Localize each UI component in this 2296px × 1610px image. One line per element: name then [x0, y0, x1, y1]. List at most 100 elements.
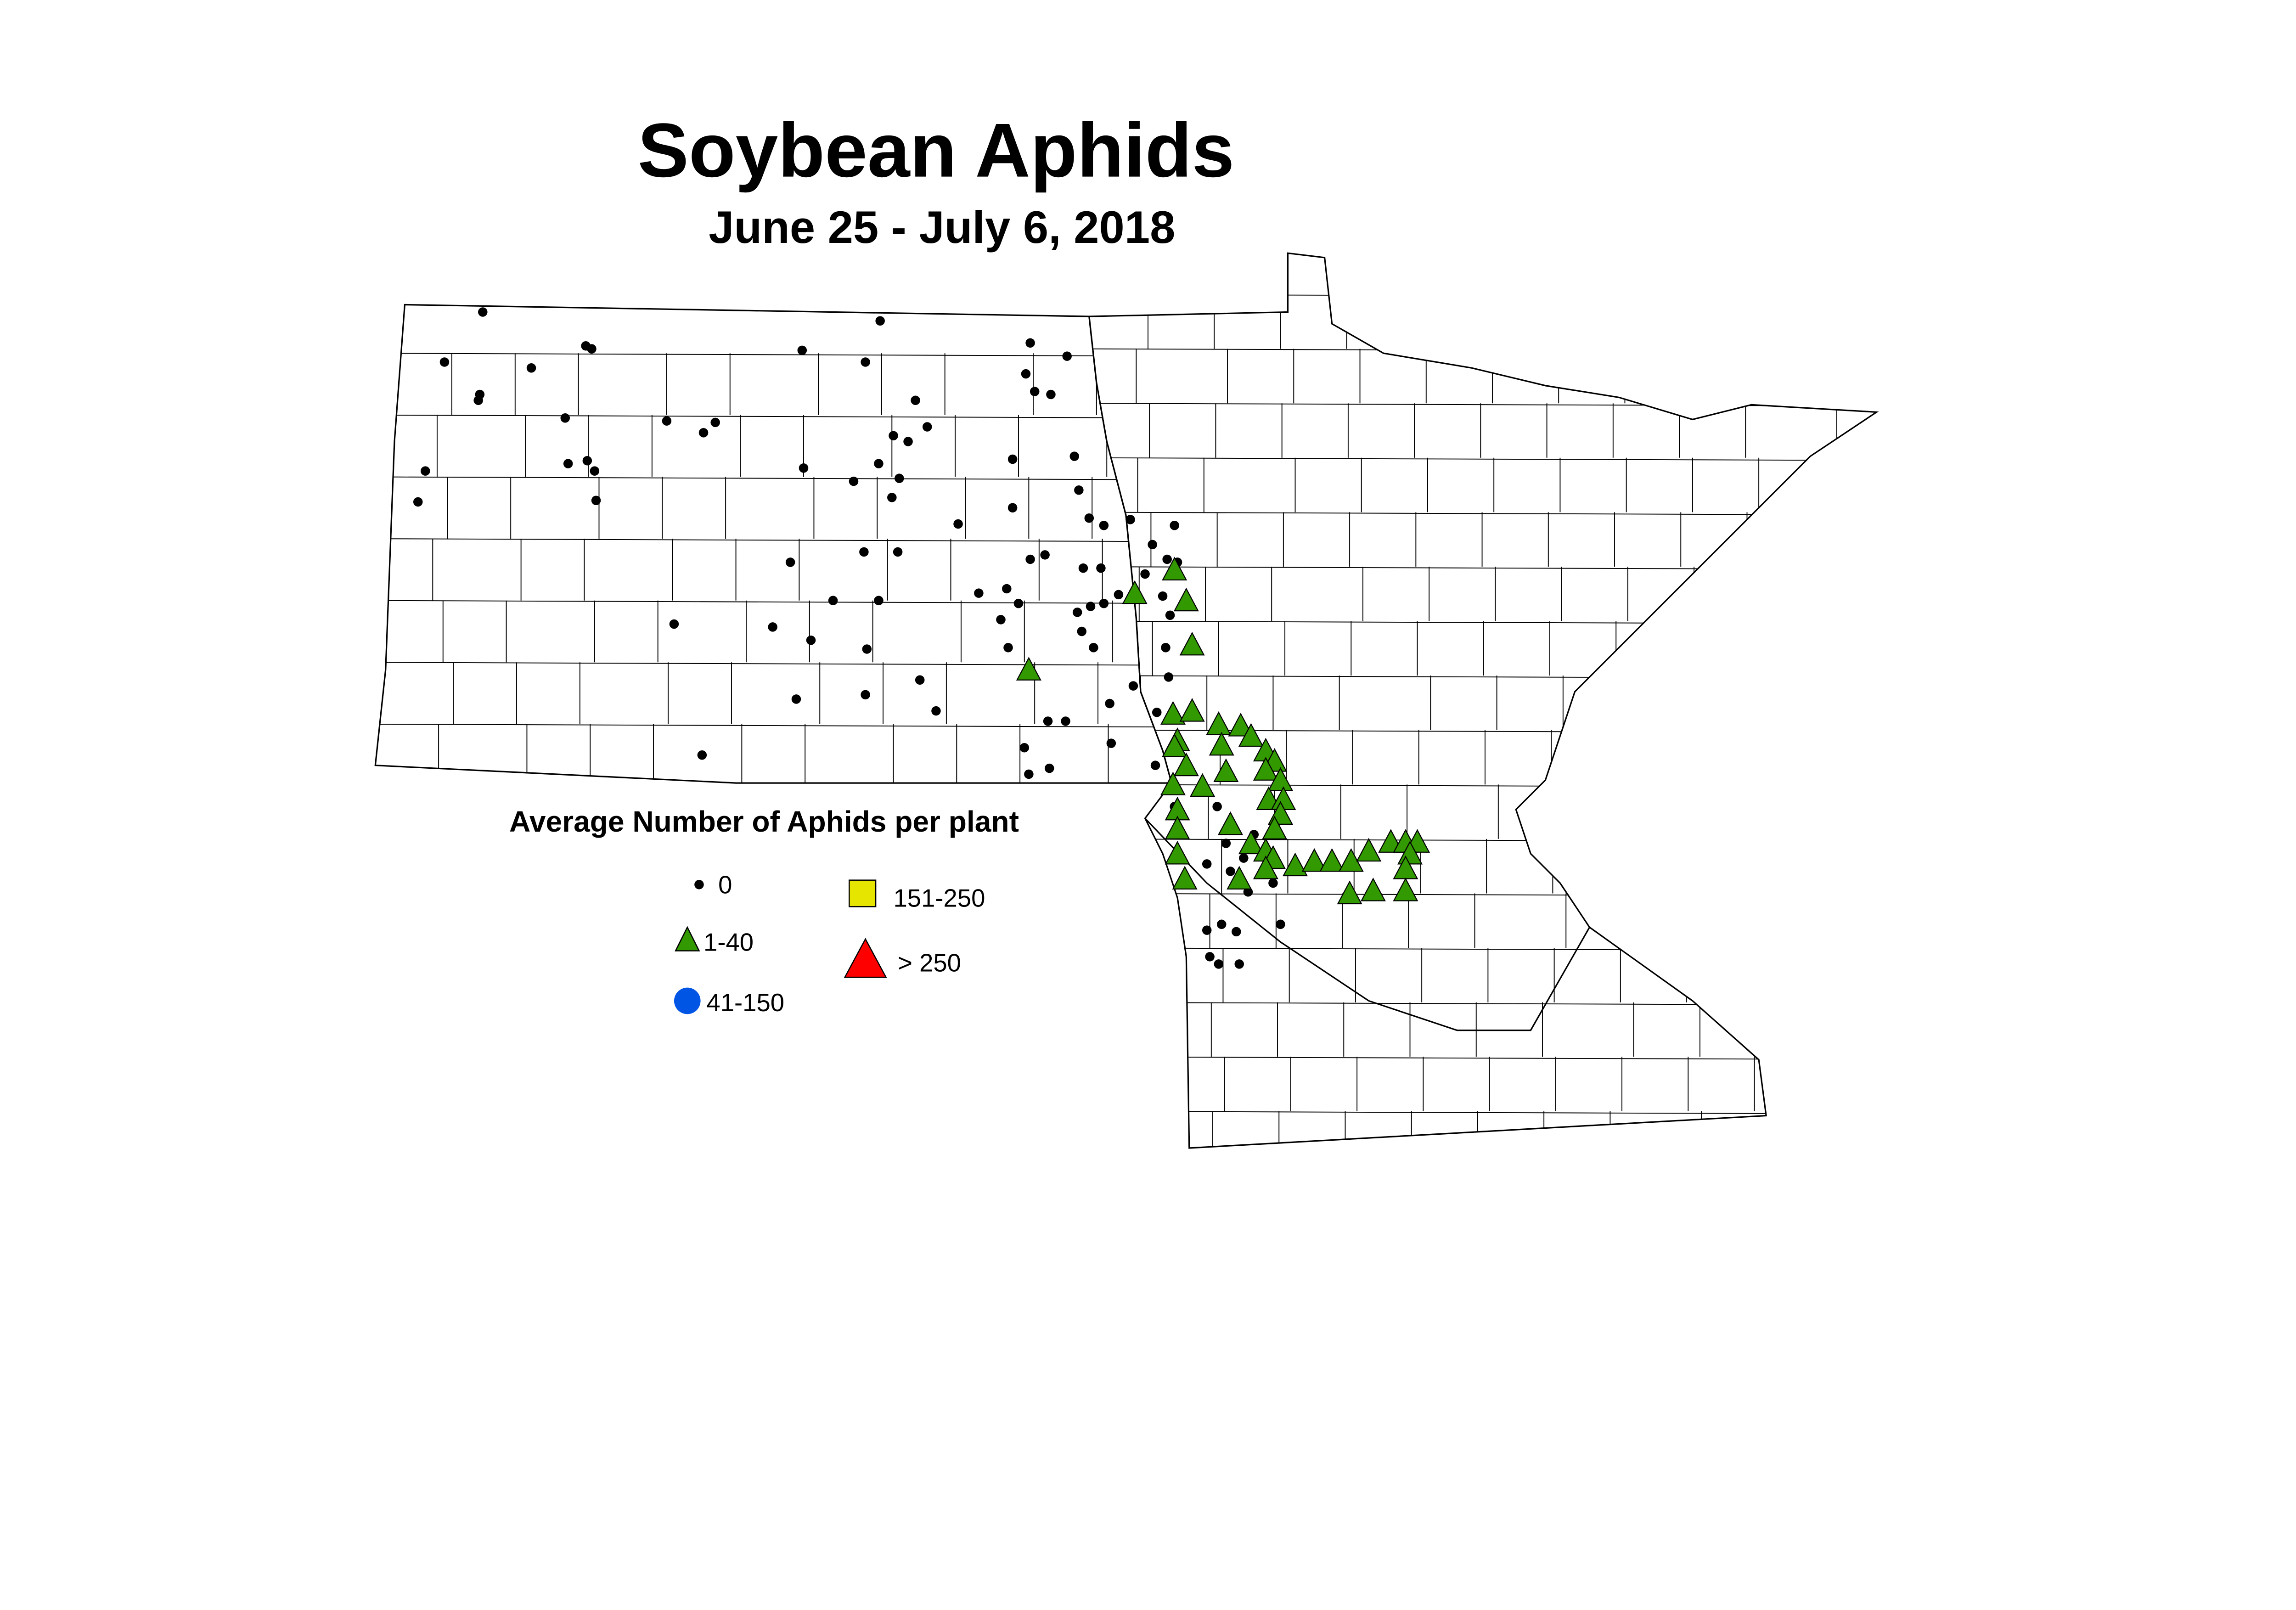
site-marker-0	[874, 459, 884, 468]
map-figure: Soybean Aphids June 25 - July 6, 2018 Av…	[374, 108, 1879, 1149]
site-marker-0	[560, 413, 570, 423]
legend-symbol-0	[694, 880, 704, 889]
site-marker-0	[413, 497, 423, 507]
site-marker-0	[1234, 959, 1244, 969]
site-marker-1-40	[1253, 757, 1278, 781]
site-marker-0	[1086, 602, 1096, 611]
site-marker-0	[861, 357, 870, 367]
site-marker-0	[1212, 802, 1222, 811]
site-marker-0	[1226, 867, 1235, 876]
county-line	[1089, 1002, 1877, 1006]
site-marker-0	[478, 307, 488, 317]
site-marker-0	[1025, 554, 1035, 564]
map-subtitle: June 25 - July 6, 2018	[709, 202, 1175, 253]
site-marker-0	[859, 547, 869, 557]
site-marker-1-40	[1173, 587, 1199, 612]
site-marker-0	[1045, 763, 1054, 773]
site-marker-0	[1007, 454, 1018, 464]
site-marker-0	[862, 644, 872, 654]
site-marker-1-40	[1173, 752, 1199, 777]
site-marker-1-40	[1227, 866, 1252, 890]
site-marker-1-40	[1238, 830, 1264, 855]
county-line	[1089, 947, 1877, 951]
legend-symbol-1-40	[675, 926, 700, 951]
site-marker-0	[1025, 338, 1035, 348]
site-marker-0	[591, 495, 601, 505]
site-marker-0	[1114, 590, 1124, 600]
legend-symbol-over-250	[844, 938, 887, 978]
site-marker-0	[1002, 584, 1012, 594]
legend-symbol-151-250	[849, 879, 877, 907]
site-marker-1-40	[1253, 855, 1278, 879]
site-marker-0	[1164, 672, 1174, 682]
site-marker-0	[874, 596, 884, 605]
state-outline-west	[374, 304, 1173, 784]
site-marker-0	[893, 547, 903, 557]
site-marker-0	[710, 417, 720, 428]
county-line	[1089, 838, 1877, 843]
site-marker-0	[1040, 550, 1050, 560]
site-marker-0	[1007, 503, 1018, 513]
site-marker-0	[1003, 642, 1013, 653]
site-marker-0	[1158, 591, 1168, 601]
site-marker-0	[1205, 952, 1215, 962]
site-marker-1-40	[1160, 701, 1186, 725]
county-line	[1089, 729, 1877, 734]
site-marker-0	[1074, 485, 1084, 495]
county-line	[1089, 294, 1877, 298]
site-marker-1-40	[1337, 880, 1362, 905]
site-marker-0	[1089, 642, 1098, 653]
legend-label-41-150: 41-150	[706, 989, 784, 1017]
site-marker-0	[1170, 520, 1179, 530]
site-marker-1-40	[1360, 878, 1386, 901]
site-marker-0	[861, 690, 870, 700]
site-marker-0	[439, 357, 450, 367]
site-marker-0	[473, 395, 483, 405]
site-marker-0	[1221, 839, 1231, 848]
site-marker-0	[421, 466, 430, 476]
site-marker-1-40	[1160, 771, 1186, 795]
site-marker-0	[1276, 919, 1285, 929]
site-marker-0	[903, 437, 913, 446]
site-marker-1-40	[1301, 848, 1327, 872]
site-marker-0	[1013, 598, 1024, 608]
site-marker-0	[1140, 569, 1150, 579]
site-marker-0	[1162, 554, 1172, 564]
site-marker-0	[1161, 642, 1171, 653]
site-marker-0	[1105, 698, 1114, 709]
site-marker-0	[1043, 716, 1053, 726]
site-marker-0	[1021, 369, 1031, 379]
site-marker-0	[587, 344, 597, 354]
site-marker-0	[1243, 887, 1253, 897]
site-marker-0	[526, 363, 536, 373]
site-marker-0	[931, 706, 941, 716]
site-marker-1-40	[1217, 811, 1243, 835]
site-marker-0	[669, 619, 679, 629]
site-marker-0	[1125, 515, 1135, 524]
site-marker-0	[662, 416, 672, 426]
site-marker-1-40	[1213, 758, 1239, 782]
site-marker-0	[698, 428, 709, 438]
site-marker-0	[697, 750, 707, 760]
county-line	[1089, 566, 1877, 570]
site-marker-0	[911, 395, 920, 405]
county-line	[375, 600, 1172, 604]
site-marker-0	[1084, 513, 1094, 523]
site-marker-0	[768, 622, 777, 632]
site-marker-0	[1069, 451, 1080, 461]
site-marker-1-40	[1228, 713, 1254, 737]
county-line	[1089, 1056, 1877, 1060]
site-marker-0	[1061, 716, 1070, 726]
site-marker-0	[1106, 738, 1116, 748]
site-marker-1-40	[1016, 657, 1041, 681]
site-marker-0	[799, 463, 809, 473]
site-marker-0	[1128, 681, 1138, 691]
site-marker-0	[1216, 919, 1227, 929]
site-marker-0	[1150, 760, 1160, 770]
site-marker-0	[1072, 608, 1082, 617]
site-marker-0	[953, 519, 963, 529]
site-marker-0	[1077, 626, 1087, 636]
legend-label-0: 0	[718, 871, 732, 899]
site-marker-0	[996, 615, 1006, 625]
county-line	[375, 723, 1172, 728]
